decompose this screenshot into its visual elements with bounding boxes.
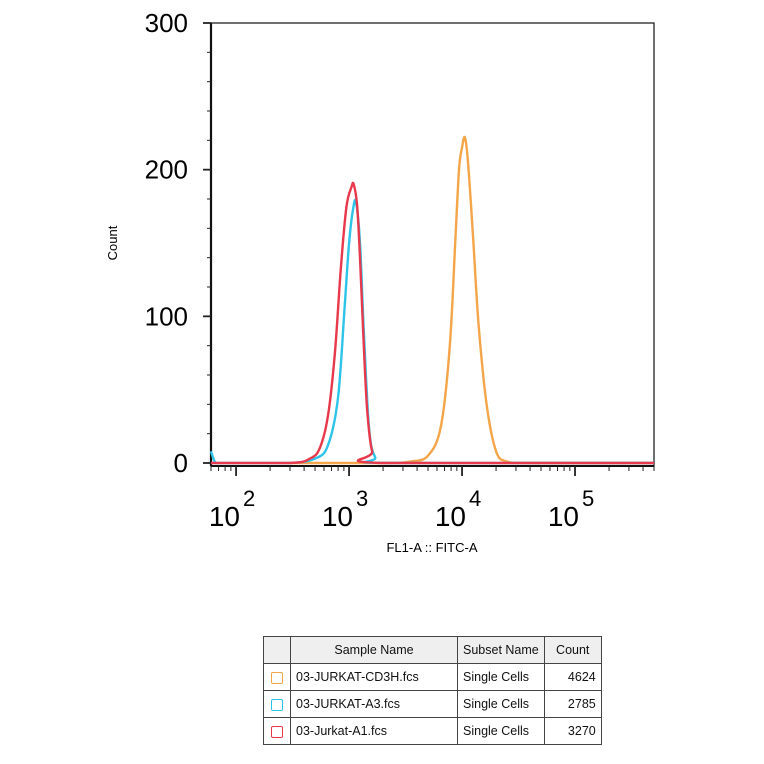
series-line-3 [211,181,654,465]
legend-subset-name: Single Cells [457,663,545,691]
x-tick-label: 105 [548,486,594,532]
legend-swatch-cell [263,663,291,691]
series-line-2 [209,198,654,465]
x-tick-label: 103 [322,486,368,532]
x-axis: 102 103 104 105 [209,466,655,532]
legend-subset-name: Single Cells [457,690,545,718]
x-tick-label: 102 [209,486,255,532]
legend-count: 2785 [543,690,602,718]
legend-header-row: Sample Name Subset Name Count [263,636,602,664]
legend-swatch-red [271,725,283,738]
series-line-1 [290,135,654,465]
y-axis: 0 100 200 300 [145,8,211,478]
legend-header-swatch [263,636,291,664]
legend-header-count: Count [543,636,602,664]
legend-swatch-cell [263,690,291,718]
histogram-curves [209,135,654,465]
legend-header-subset: Subset Name [457,636,545,664]
y-axis-label: Count [105,225,120,260]
plot-area-frame [210,22,655,467]
legend-sample-name: 03-JURKAT-A3.fcs [290,690,458,718]
x-tick-label: 104 [435,486,481,532]
legend-sample-name: 03-Jurkat-A1.fcs [290,717,458,745]
legend-table: Sample Name Subset Name Count 03-JURKAT-… [263,636,602,745]
y-tick-label: 0 [174,448,188,478]
legend-row: 03-JURKAT-A3.fcs Single Cells 2785 [263,690,602,718]
legend-swatch-cell [263,717,291,745]
y-tick-label: 200 [145,155,188,185]
y-tick-label: 100 [145,301,188,331]
legend-swatch-cyan [271,698,283,711]
x-axis-label: FL1-A :: FITC-A [386,540,477,555]
legend-subset-name: Single Cells [457,717,545,745]
legend-sample-name: 03-JURKAT-CD3H.fcs [290,663,458,691]
legend-header-sample: Sample Name [290,636,458,664]
legend-count: 4624 [543,663,602,691]
legend-row: 03-Jurkat-A1.fcs Single Cells 3270 [263,717,602,745]
y-tick-label: 300 [145,8,188,38]
legend-row: 03-JURKAT-CD3H.fcs Single Cells 4624 [263,663,602,691]
legend-count: 3270 [543,717,602,745]
legend-swatch-orange [271,671,283,684]
